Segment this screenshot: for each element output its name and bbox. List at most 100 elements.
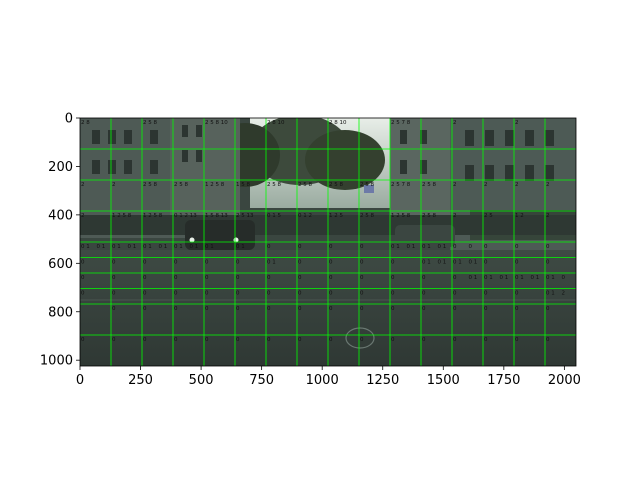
cell-class-label: 0 1: [531, 275, 540, 281]
cell-class-label: 0: [267, 291, 271, 297]
cell-class-label: 0: [360, 291, 364, 297]
x-tick-label: 250: [128, 373, 153, 388]
cell-class-label: 0: [360, 244, 364, 250]
cell-class-label: 0: [205, 306, 209, 312]
cell-class-label: 0: [484, 337, 488, 343]
cell-class-label: 2 5 8: [298, 182, 312, 188]
cell-class-label: 0 1: [174, 244, 183, 250]
cell-class-label: 0: [329, 275, 333, 281]
x-tick-label: 1500: [427, 373, 460, 388]
cell-class-label: 0: [81, 337, 85, 343]
cell-class-label: 0: [391, 291, 395, 297]
cell-class-label: 0 1 2: [298, 213, 312, 219]
cell-class-label: 2: [112, 182, 116, 188]
cell-class-label: 1 5 8: [236, 182, 250, 188]
cell-class-label: 0: [298, 244, 302, 250]
x-axis: 0 250 500 750 1000 1250 1500 1750 2000: [76, 366, 581, 388]
cell-class-label: 0: [391, 260, 395, 266]
cell-class-label: 1 2 5 8: [112, 213, 132, 219]
cell-class-label: 2: [81, 182, 85, 188]
cell-class-label: 2 5 8: [143, 120, 157, 126]
cell-class-label: 0 1: [267, 260, 276, 266]
cell-class-label: 1 2: [515, 213, 524, 219]
cell-class-label: 0: [298, 337, 302, 343]
cell-class-label: 0: [112, 291, 116, 297]
cell-class-label: 0: [453, 337, 457, 343]
cell-class-label: 0 1: [546, 291, 555, 297]
cell-class-label: 0 1: [190, 244, 199, 250]
cell-class-label: 0 1: [97, 244, 106, 250]
cell-class-label: 0: [453, 306, 457, 312]
cell-class-label: 0 1: [391, 244, 400, 250]
cell-class-label: 0: [267, 244, 271, 250]
cell-class-label: 0: [174, 306, 178, 312]
x-tick-label: 0: [76, 373, 84, 388]
cell-class-label: 0: [453, 275, 457, 281]
cell-class-label: 0 1: [484, 275, 493, 281]
cell-class-label: 0: [205, 260, 209, 266]
cell-class-label: 0 1: [143, 244, 152, 250]
cell-class-label: 2 5 8: [422, 213, 436, 219]
cell-class-label: 0: [205, 275, 209, 281]
plot-frame: [79, 117, 577, 367]
cell-class-label: 1 2 5: [329, 213, 343, 219]
cell-class-label: 0: [484, 306, 488, 312]
cell-class-label: 0: [329, 291, 333, 297]
cell-class-label: 0: [422, 275, 426, 281]
cell-class-label: 0 1: [515, 275, 524, 281]
cell-class-label: 2 5 7 8: [391, 120, 411, 126]
cell-class-label: 0: [515, 306, 519, 312]
cell-class-label: 2: [546, 182, 550, 188]
cell-class-label: 0 1 2 13: [174, 213, 197, 219]
cell-class-label: 0: [515, 260, 519, 266]
cell-class-label: 2 8 10: [267, 120, 285, 126]
cell-class-label: 0: [391, 337, 395, 343]
cell-class-label: 0 1: [438, 244, 447, 250]
cell-class-label: 0: [143, 275, 147, 281]
cell-class-label: 0: [546, 337, 550, 343]
cell-class-label: 0: [298, 291, 302, 297]
cell-class-label: 0: [360, 306, 364, 312]
cell-class-label: 0: [174, 291, 178, 297]
x-tick-label: 2000: [548, 373, 581, 388]
cell-class-label: 0: [484, 260, 488, 266]
cell-class-label: 2 5 8: [422, 182, 436, 188]
x-tick-label: 1250: [366, 373, 399, 388]
y-tick-label: 600: [48, 257, 73, 272]
cell-class-label: 1 2 5 8: [143, 213, 163, 219]
cell-class-label: 0: [453, 244, 457, 250]
cell-class-label: 0: [391, 275, 395, 281]
cell-class-label: 0: [298, 260, 302, 266]
cell-class-label: 0 1: [422, 260, 431, 266]
cell-class-label: 0: [174, 260, 178, 266]
cell-class-label: 2 8 10: [329, 120, 347, 126]
x-tick-label: 750: [249, 373, 274, 388]
cell-class-label: 0 1: [236, 244, 245, 250]
cell-class-label: 0 1: [500, 275, 509, 281]
cell-class-label: 0: [422, 337, 426, 343]
cell-class-label: 2 5 8: [174, 182, 188, 188]
cell-class-label: 2 8: [81, 120, 90, 126]
cell-class-label: 0: [360, 260, 364, 266]
cell-class-label: 0: [360, 275, 364, 281]
cell-class-label: 0: [205, 291, 209, 297]
cell-class-label: 2 5: [484, 213, 493, 219]
cell-class-label: 2: [562, 291, 566, 297]
cell-class-label: 0: [267, 306, 271, 312]
cell-class-label: 0: [469, 244, 473, 250]
cell-class-label: 2 5 8: [360, 213, 374, 219]
cell-class-label: 0: [143, 260, 147, 266]
cell-class-label: 2 5 8 10: [205, 120, 228, 126]
cell-class-label: 2 5 8: [143, 182, 157, 188]
cell-class-label: 2 5 8: [267, 182, 281, 188]
cell-class-label: 0: [112, 260, 116, 266]
cell-class-label: 0: [236, 275, 240, 281]
cell-class-label: 0 1: [469, 260, 478, 266]
cell-class-label: 0: [515, 291, 519, 297]
cell-class-label: 0 1: [438, 260, 447, 266]
cell-class-label: 0: [81, 260, 85, 266]
cell-class-label: 2: [453, 182, 457, 188]
cell-class-label: 2: [546, 213, 550, 219]
x-tick-label: 1000: [306, 373, 339, 388]
cell-class-label: 0: [81, 291, 85, 297]
